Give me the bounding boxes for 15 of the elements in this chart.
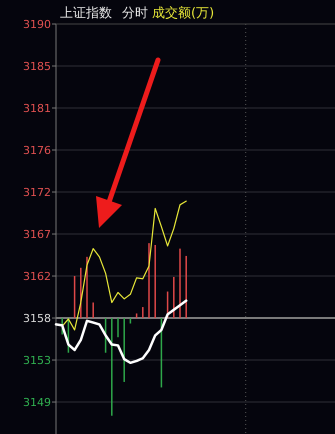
y-tick-label: 3185 (23, 60, 51, 74)
chart-subtitle: 分时 (122, 6, 148, 21)
text: 成交额(万) (152, 5, 214, 21)
line-series (62, 200, 187, 330)
y-tick-label: 3167 (23, 228, 51, 242)
y-tick-label: 3158 (23, 312, 51, 326)
y-tick-label: 3162 (23, 270, 51, 284)
chart-title: 上证指数 (60, 6, 112, 21)
y-tick-label: 3172 (23, 186, 51, 200)
y-tick-label: 3149 (23, 396, 51, 410)
y-tick-label: 3153 (23, 354, 51, 368)
y-tick-label: 3176 (23, 144, 51, 158)
y-tick-label: 3190 (23, 18, 51, 31)
line-series (54, 299, 188, 364)
y-tick-label: 3181 (23, 102, 51, 116)
